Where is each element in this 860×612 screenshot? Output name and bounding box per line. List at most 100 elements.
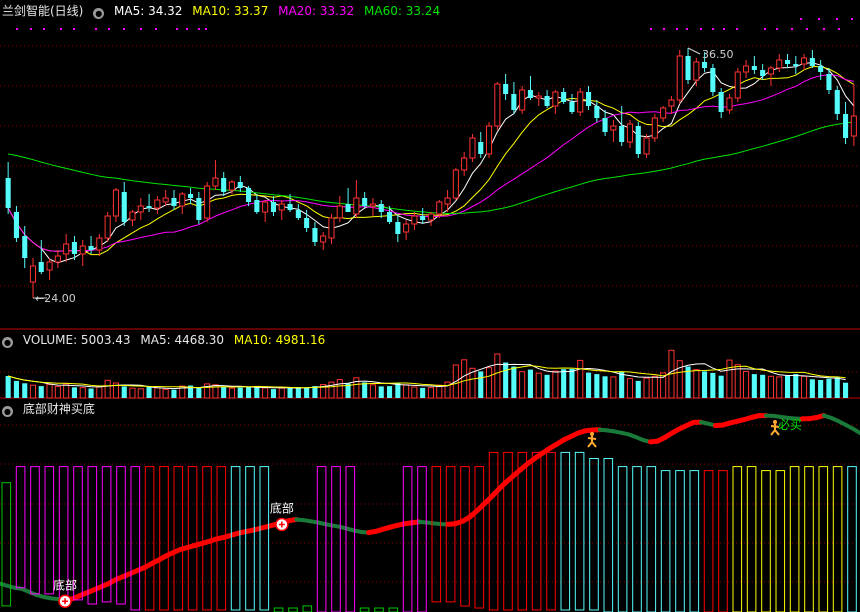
signal-dot (818, 18, 820, 20)
candle-body (552, 91, 559, 107)
volume-bar (22, 383, 28, 398)
volume-bar (726, 359, 733, 399)
volume-bar (651, 375, 658, 399)
runner-icon-arm (770, 425, 780, 428)
indicator-histogram-bar (531, 451, 542, 611)
volume-header: ● VOLUME: 5003.43 MA5: 4468.30 MA10: 498… (2, 331, 331, 349)
candle-body (129, 211, 136, 221)
indicator-histogram-bar (603, 458, 614, 612)
signal-dot (198, 28, 200, 30)
volume-bar (469, 367, 476, 399)
candle-body (228, 181, 235, 191)
buy-label: 必买 (778, 418, 802, 432)
candle-body (602, 118, 608, 132)
indicator-histogram-bar (202, 466, 212, 611)
candle-body (295, 210, 301, 218)
candle-body (71, 242, 77, 254)
ma-line-ma5 (7, 62, 855, 264)
signal-dot (663, 28, 665, 30)
indicator-title: 底部财神买底 (22, 402, 95, 416)
volume-bar (278, 387, 285, 399)
volume-bar (511, 366, 517, 398)
candle-body (112, 189, 120, 217)
signal-dot (16, 28, 18, 30)
volume-bar (171, 389, 177, 398)
volume-bar (179, 385, 186, 399)
volume-bar (387, 386, 393, 398)
settings-icon[interactable]: ● (2, 406, 13, 417)
indicator-histogram-bar (718, 470, 728, 612)
volume-bar (246, 387, 252, 398)
candle-body (196, 198, 202, 220)
volume-bar (146, 387, 152, 398)
indicator-histogram-bar (101, 466, 112, 603)
volume-bar (594, 374, 600, 398)
settings-icon[interactable]: ● (2, 337, 13, 348)
chart-title: 兰剑智能(日线) (2, 4, 84, 18)
volume-bar (287, 387, 293, 398)
indicator-histogram-bar (273, 607, 284, 612)
signal-dot (95, 28, 97, 30)
candle-body (38, 262, 44, 272)
volume-bar (643, 377, 650, 399)
volume-bar (295, 387, 301, 398)
signal-dot (712, 28, 714, 30)
candle-body (387, 212, 393, 222)
indicator-histogram-bar (503, 451, 513, 611)
volume-bar (776, 376, 783, 399)
volume-bar (561, 369, 567, 398)
candle-body (395, 222, 401, 234)
indicator-histogram-bar (775, 470, 786, 612)
candle-body (96, 237, 103, 251)
volume-bar (71, 387, 77, 398)
candle-body (46, 261, 53, 271)
signal-dot (686, 28, 688, 30)
candle-body (171, 198, 177, 206)
candle-body (427, 213, 434, 221)
volume-bar (602, 376, 608, 398)
volume-bar (221, 386, 227, 398)
indicator-histogram-bar (359, 607, 370, 612)
volume-bar (751, 374, 757, 398)
volume-bar (503, 362, 509, 398)
candle-body (643, 137, 650, 155)
candle-body (29, 265, 36, 283)
runner-icon (587, 432, 597, 448)
indicator-histogram-bar (689, 470, 700, 612)
volume-bar (427, 387, 434, 399)
volume-bar (162, 388, 169, 399)
candle-body (461, 157, 468, 171)
candle-body (369, 203, 376, 207)
candle-body (718, 92, 724, 112)
volume-bar (345, 383, 351, 398)
volume-bar (204, 383, 211, 399)
volume-bar (262, 387, 269, 399)
indicator-histogram-bar (574, 451, 585, 611)
volume-bar (88, 388, 94, 398)
runner-icon-head (590, 432, 594, 436)
indicator-histogram-bar (474, 466, 485, 609)
ma20-label: MA20: 33.32 (278, 4, 355, 18)
candle-body (320, 235, 327, 243)
candle-body (469, 137, 476, 159)
signal-dot (155, 28, 157, 30)
volume-bar (320, 384, 327, 399)
candle-body (586, 92, 592, 106)
settings-icon[interactable]: ● (93, 8, 105, 19)
candle-body (378, 204, 384, 212)
candle-body (221, 178, 227, 192)
indicator-histogram-bar (259, 466, 270, 611)
candle-body (544, 96, 550, 106)
candle-body (826, 74, 832, 90)
volume-bar (569, 368, 575, 398)
candle-body (635, 126, 641, 154)
candle-body (5, 178, 11, 208)
volume-bar (626, 378, 634, 399)
volume-ma-line-ma10 (7, 365, 846, 389)
volume-bar (486, 367, 493, 399)
candle-body (668, 99, 675, 107)
indicator-histogram-bar (1, 482, 12, 607)
candle-body (353, 197, 360, 215)
candle-body (403, 223, 410, 233)
candle-body (577, 91, 584, 113)
